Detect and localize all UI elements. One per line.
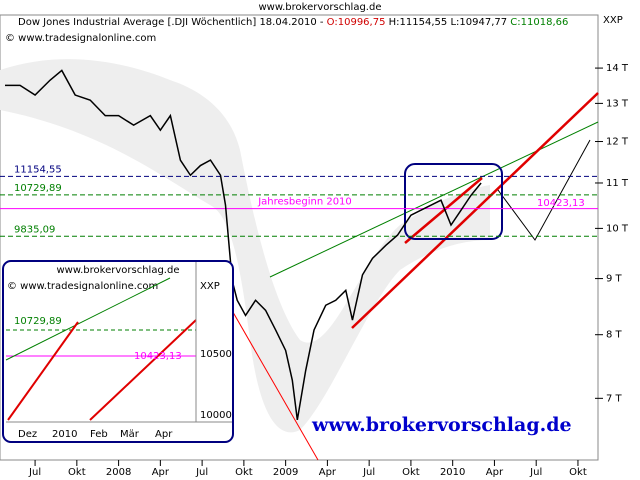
- projection-arrow: [497, 139, 591, 241]
- x-tick-label: Okt: [402, 467, 420, 478]
- y-tick-label: 13 T: [606, 98, 629, 109]
- trend-line: [351, 92, 599, 329]
- x-tick-label: 2010: [440, 467, 465, 478]
- level-label: 10729,89: [14, 183, 62, 194]
- header-close: C:11018,66: [510, 17, 568, 28]
- inset-x-tick-label: Mär: [120, 429, 140, 440]
- x-tick-label: Okt: [68, 467, 86, 478]
- inset-x-tick-label: Dez: [18, 429, 37, 440]
- level-label: 11154,55: [14, 164, 62, 175]
- inset-y-tick-label: 10500: [200, 349, 232, 360]
- x-tick-label: Jul: [28, 467, 41, 478]
- plot: 7 T 8 T 9 T 10 T 11 T 12 T 13 T 14 T Jul Okt 2008 A…: [0, 63, 629, 478]
- band: [0, 59, 490, 433]
- level-label: 9835,09: [14, 224, 55, 235]
- x-tick-label: Jul: [362, 467, 375, 478]
- header-open: O:10996,75: [327, 17, 386, 28]
- symbol: XXP: [603, 15, 623, 26]
- x-tick-label: Apr: [486, 467, 504, 478]
- plot-frame: [0, 14, 599, 461]
- inset-level-label: 10423,13: [134, 351, 182, 362]
- y-tick-label: 12 T: [606, 137, 629, 148]
- inset: www.brokervorschlag.de © www.tradesignal…: [2, 260, 234, 443]
- highlight-box: [404, 163, 503, 240]
- x-tick-label: Apr: [319, 467, 337, 478]
- inset-level-label: 10729,89: [14, 316, 62, 327]
- target-label: 10423,13: [537, 198, 585, 209]
- site: www.brokervorschlag.de: [259, 2, 382, 13]
- header-title: Dow Jones Industrial Average [.DJI Wöche…: [18, 17, 324, 28]
- y-tick-label: 8 T: [606, 330, 623, 341]
- inset-trend: [89, 319, 197, 421]
- inset-symbol: XXP: [200, 281, 220, 292]
- inset-x-tick-label: Apr: [155, 429, 173, 440]
- header-high: H:11154,55: [389, 17, 448, 28]
- x-tick-label: Okt: [235, 467, 253, 478]
- x-tick-label: Apr: [152, 467, 170, 478]
- price-line: [5, 69, 482, 421]
- x-tick-label: 2008: [106, 467, 131, 478]
- header-low: L:10947,77: [450, 17, 507, 28]
- trend-line: [404, 177, 483, 244]
- inset-trend: [5, 277, 171, 361]
- y-tick-label: 9 T: [606, 274, 623, 285]
- trend-line: [225, 299, 319, 461]
- y-tick-label: 7 T: [606, 393, 623, 404]
- level-label: Jahresbeginn 2010: [257, 197, 352, 208]
- inset-frame: [2, 260, 234, 443]
- inset-site: www.brokervorschlag.de: [57, 265, 180, 276]
- inset-x-tick-label: 2010: [52, 429, 77, 440]
- x-tick-label: Jul: [529, 467, 542, 478]
- x-tick-label: 2009: [273, 467, 298, 478]
- header: Dow Jones Industrial Average [.DJI Wöche…: [18, 17, 568, 28]
- copyright: © www.tradesignalonline.com: [5, 33, 156, 44]
- watermark: www.brokervorschlag.de: [311, 414, 572, 436]
- inset-copyright: © www.tradesignalonline.com: [7, 281, 158, 292]
- x-tick-label: Jul: [195, 467, 208, 478]
- y-tick-label: 11 T: [606, 178, 629, 189]
- trend-line: [269, 121, 599, 278]
- inset-y-tick-label: 10000: [200, 410, 232, 421]
- x-tick-label: Okt: [569, 467, 587, 478]
- y-tick-label: 14 T: [606, 63, 629, 74]
- inset-trend: [7, 321, 79, 421]
- y-tick-label: 10 T: [606, 223, 629, 234]
- inset-x-tick-label: Feb: [90, 429, 108, 440]
